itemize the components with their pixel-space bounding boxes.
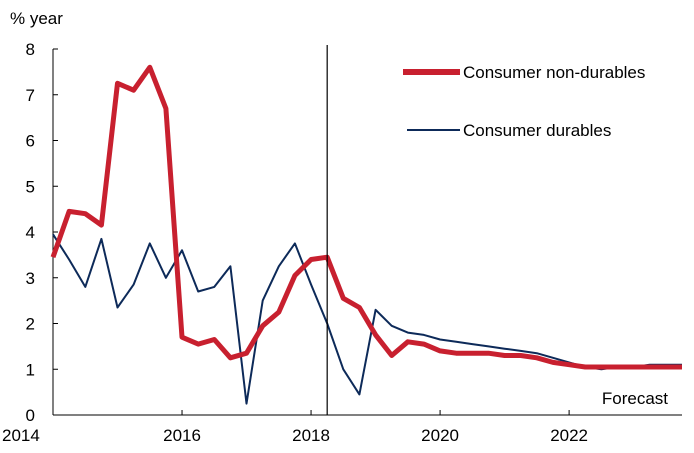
series-lines xyxy=(50,64,682,405)
y-tick-label: 4 xyxy=(26,223,35,242)
y-tick-label: 2 xyxy=(26,315,35,334)
y-tick-label: 8 xyxy=(26,40,35,59)
y-tick-label: 5 xyxy=(26,177,35,196)
x-tick-label: 2014 xyxy=(2,426,40,445)
y-tick-label: 0 xyxy=(26,406,35,425)
legend-item-non-durables: Consumer non-durables xyxy=(403,63,645,82)
y-axis-unit-label: % year xyxy=(10,9,63,28)
series-line-non-durables xyxy=(50,64,682,370)
forecast-annotation: Forecast xyxy=(602,389,668,408)
legend: Consumer non-durables Consumer durables xyxy=(403,63,645,140)
y-tick-label: 1 xyxy=(26,360,35,379)
x-axis: 2014 2016 2018 2020 2022 xyxy=(2,410,682,445)
x-tick-label: 2022 xyxy=(550,426,588,445)
y-tick-label: 6 xyxy=(26,132,35,151)
x-tick-label: 2020 xyxy=(421,426,459,445)
x-tick-label: 2018 xyxy=(292,426,330,445)
legend-label-durables: Consumer durables xyxy=(463,121,611,140)
y-tick-label: 3 xyxy=(26,269,35,288)
legend-item-durables: Consumer durables xyxy=(407,121,611,140)
x-tick-label: 2016 xyxy=(163,426,201,445)
y-tick-label: 7 xyxy=(26,86,35,105)
legend-label-non-durables: Consumer non-durables xyxy=(463,63,645,82)
y-axis: 0 1 2 3 4 5 6 7 8 xyxy=(26,40,58,425)
